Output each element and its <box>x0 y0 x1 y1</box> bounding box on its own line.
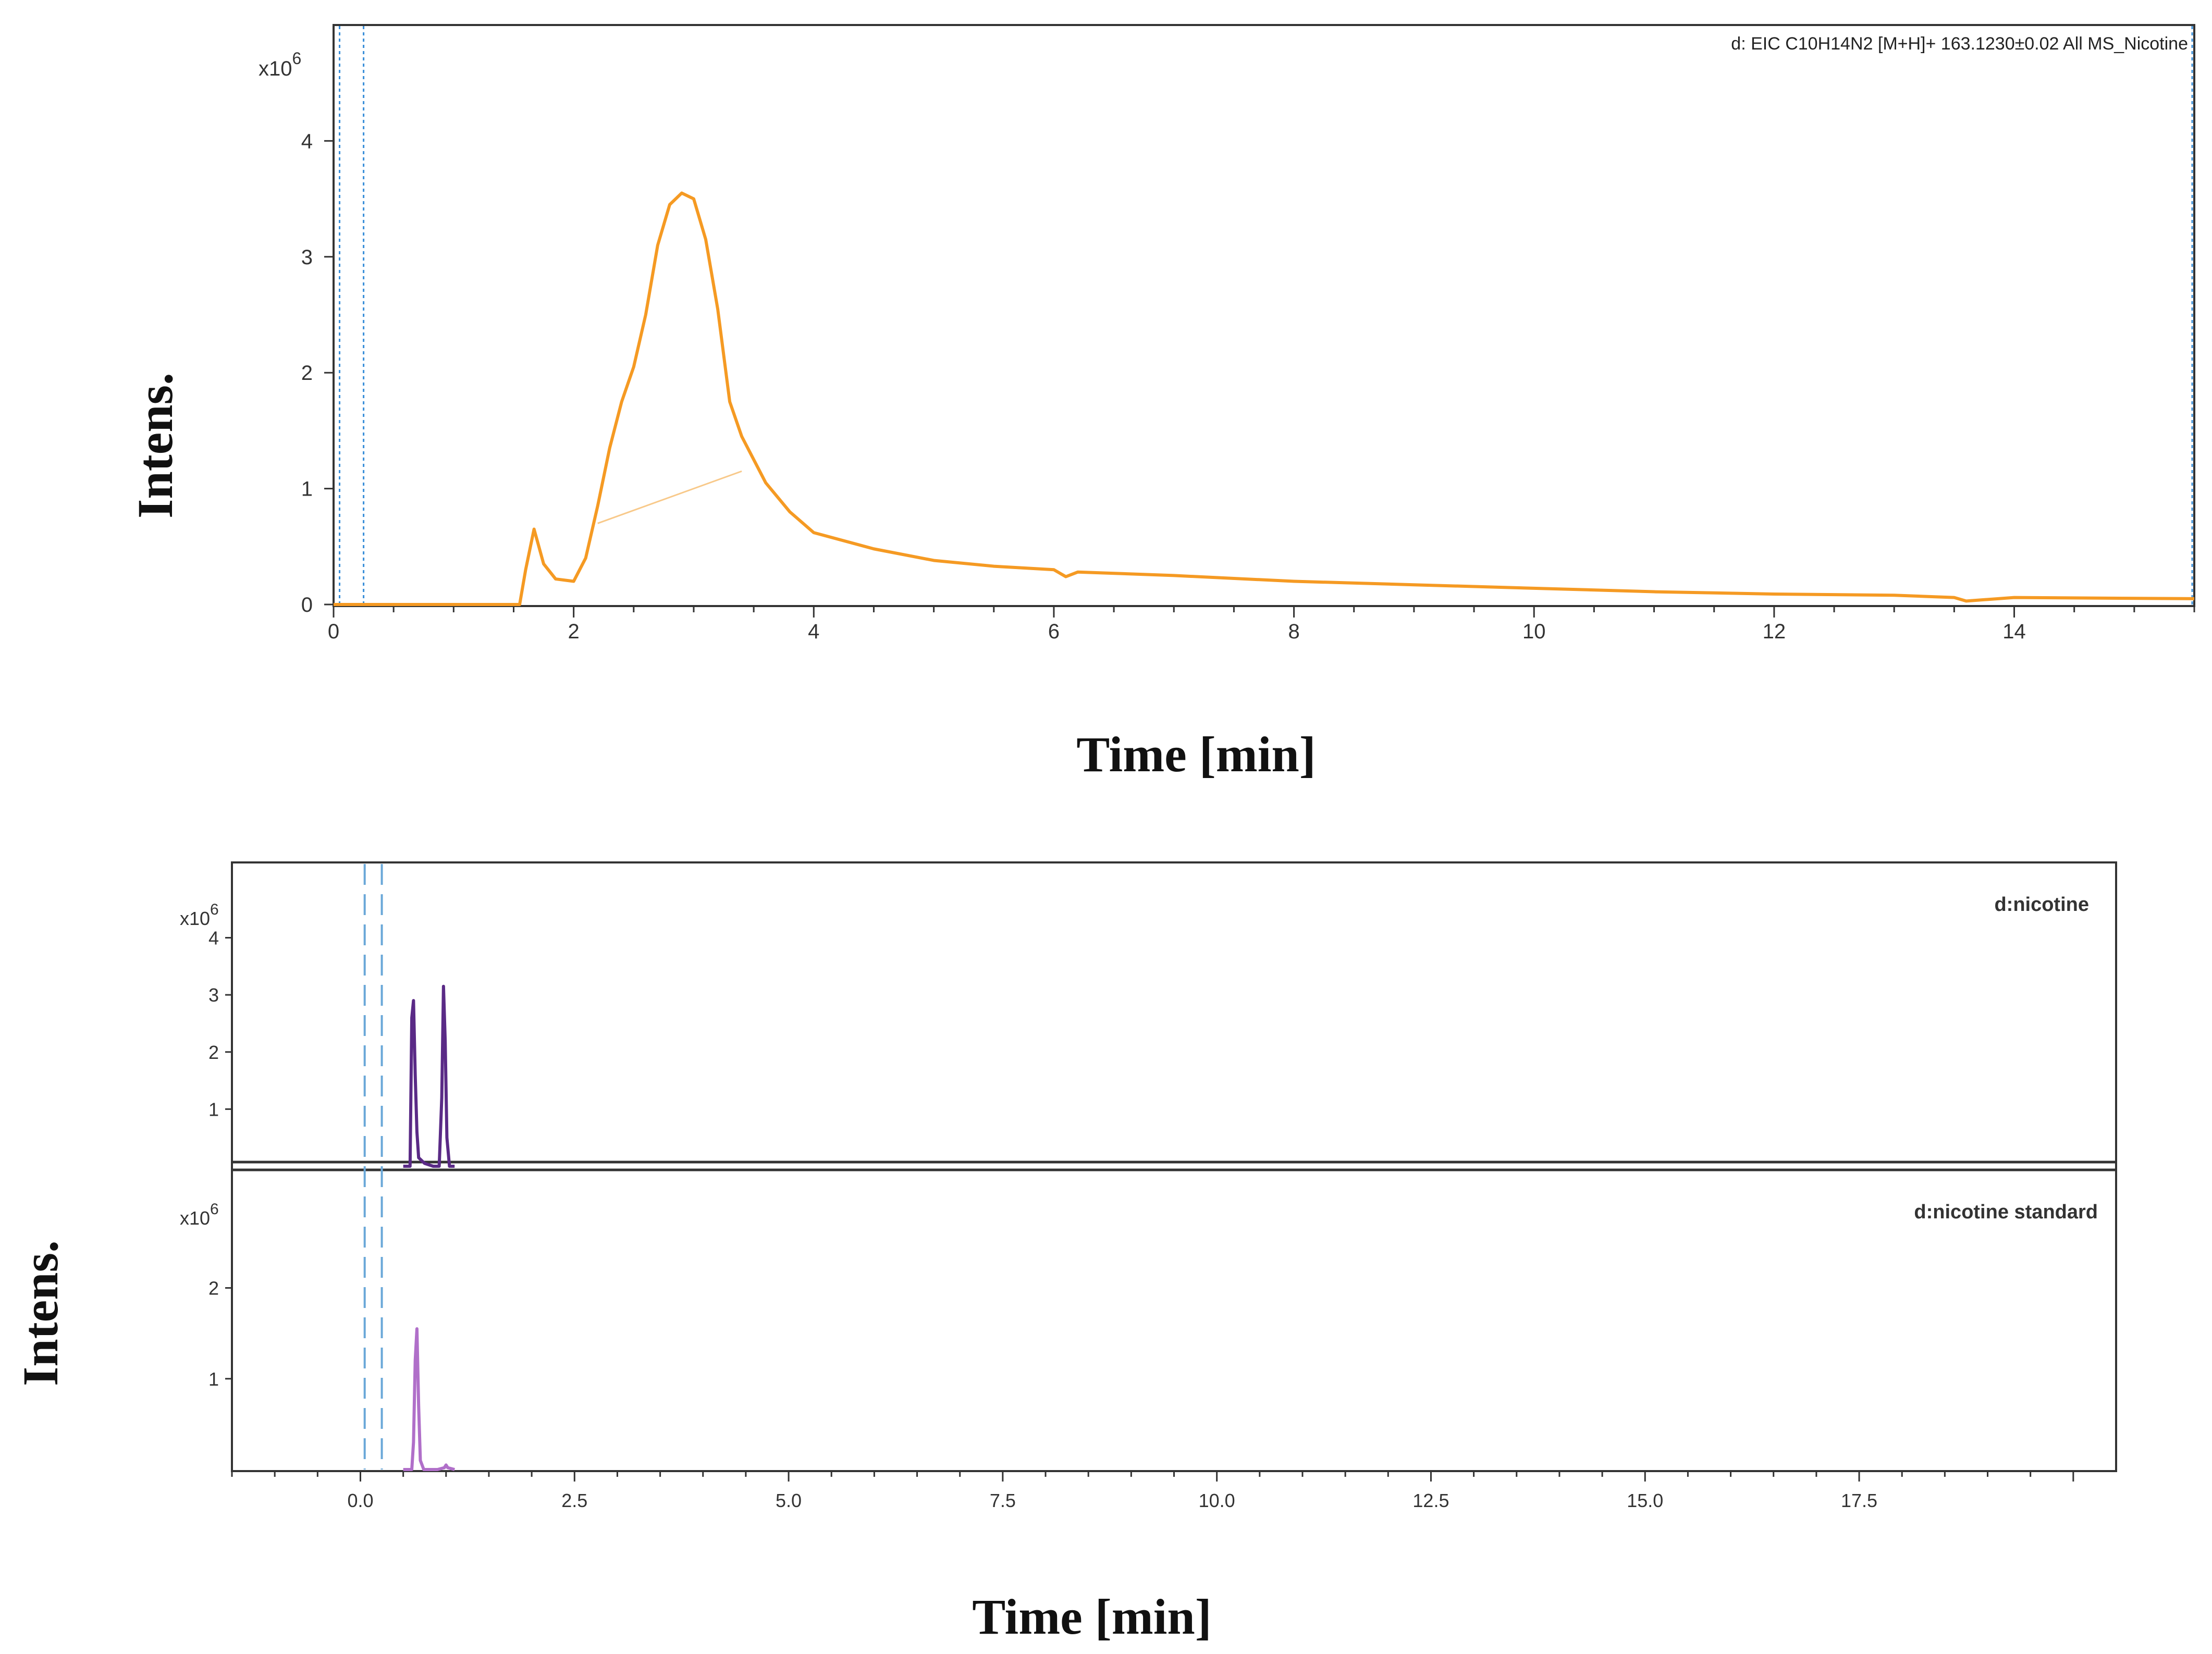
bottom-marker-lines <box>363 864 383 1470</box>
top-y-tick-label: 2 <box>301 362 313 385</box>
top-plot-frame <box>333 24 2195 607</box>
nicotine-y-multiplier-exponent: 6 <box>210 901 219 918</box>
bottom-x-tick-label: 17.5 <box>1841 1490 1877 1511</box>
bottom-plot-frame <box>231 861 2117 1472</box>
nicotine-standard-series-line <box>403 1327 455 1471</box>
top-x-tick-label: 10 <box>1522 620 1546 643</box>
nicotine-y-multiplier: x106 <box>180 901 219 929</box>
top-x-tick-label: 6 <box>1048 620 1060 643</box>
nicotine-standard-y-multiplier: x106 <box>180 1201 219 1229</box>
nicotine-y-tick-label: 4 <box>208 928 219 949</box>
top-y-tick-label: 0 <box>301 594 313 616</box>
nicotine-standard-legend: d:nicotine standard <box>1914 1201 2098 1223</box>
top-x-tick-label: 8 <box>1288 620 1299 643</box>
nicotine-standard-y-tick-label: 1 <box>208 1368 219 1390</box>
top-y-tick-label: 4 <box>301 130 313 153</box>
bottom-x-tick-label: 12.5 <box>1412 1490 1449 1511</box>
top-x-tick-label: 14 <box>2002 620 2026 643</box>
top-y-multiplier-base: x10 <box>259 57 292 80</box>
top-x-tick-label: 12 <box>1763 620 1786 643</box>
nicotine-y-tick-label: 1 <box>208 1098 219 1120</box>
nicotine-y-tick-label: 3 <box>208 984 219 1006</box>
nicotine-standard-y-axis: 12 <box>208 1278 232 1390</box>
nicotine-y-tick-label: 2 <box>208 1042 219 1063</box>
bottom-y-axis-label: Intens. <box>13 1240 68 1386</box>
bottom-x-tick-label: 2.5 <box>561 1490 587 1511</box>
nicotine-standard-y-tick-label: 2 <box>208 1278 219 1299</box>
nicotine-standard-y-multiplier-exponent: 6 <box>210 1201 219 1218</box>
top-y-tick-label: 3 <box>301 246 313 269</box>
top-marker-lines <box>339 26 2193 604</box>
bottom-x-tick-label: 0.0 <box>347 1490 373 1511</box>
top-y-multiplier-exponent: 6 <box>292 49 302 68</box>
bottom-x-axis: 0.0 2.5 5.0 7.5 10.0 12.5 15.0 17.5 <box>231 1471 2074 1511</box>
top-y-axis-label: Intens. <box>127 373 183 519</box>
bottom-x-tick-label: 15.0 <box>1627 1490 1663 1511</box>
top-y-multiplier: x106 <box>259 49 301 80</box>
top-x-tick-label: 2 <box>568 620 580 643</box>
top-integration-baseline <box>597 470 742 524</box>
top-series-line <box>334 191 2195 606</box>
nicotine-standard-y-multiplier-base: x10 <box>180 1207 210 1229</box>
top-x-axis: 0 2 4 6 8 10 12 14 <box>328 606 2195 643</box>
nicotine-y-axis: 1 2 3 4 <box>208 928 232 1120</box>
top-x-tick-label: 0 <box>328 620 339 643</box>
nicotine-legend: d:nicotine <box>1994 894 2089 916</box>
bottom-x-tick-label: 5.0 <box>776 1490 802 1511</box>
nicotine-series-line <box>403 984 455 1168</box>
top-y-tick-label: 1 <box>301 478 313 501</box>
top-y-axis: 0 1 2 3 4 <box>301 130 334 616</box>
nicotine-y-multiplier-base: x10 <box>180 908 210 929</box>
top-x-tick-label: 4 <box>808 620 819 643</box>
bottom-x-tick-label: 10.0 <box>1199 1490 1235 1511</box>
bottom-x-axis-label: Time [min] <box>972 1589 1212 1645</box>
bottom-x-tick-label: 7.5 <box>990 1490 1016 1511</box>
top-x-axis-label: Time [min] <box>1076 726 1316 782</box>
top-legend: d: EIC C10H14N2 [M+H]+ 163.1230±0.02 All… <box>1731 34 2188 54</box>
